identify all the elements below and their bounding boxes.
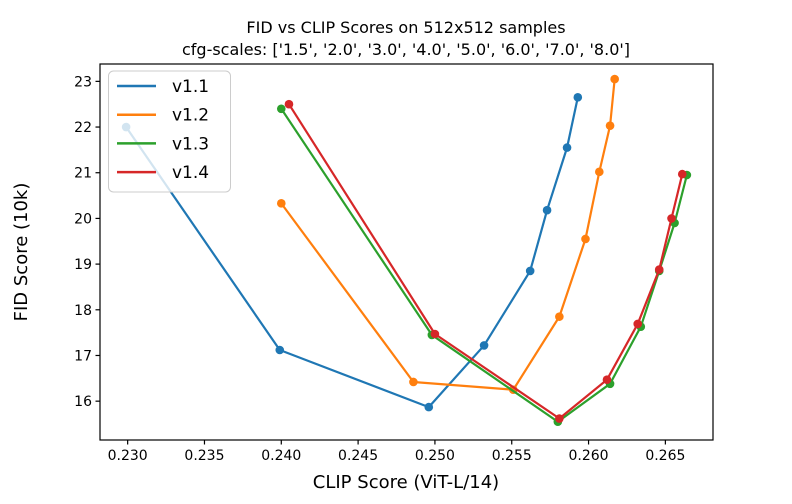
legend-label-v1.3: v1.3 <box>172 134 209 154</box>
series-v1.1 <box>121 93 583 412</box>
chart-title: FID vs CLIP Scores on 512x512 samples <box>246 18 565 37</box>
data-point-v1.2 <box>610 74 619 84</box>
data-point-v1.2 <box>409 377 418 387</box>
data-point-v1.4 <box>602 375 612 384</box>
series-v1.2 <box>276 74 619 395</box>
y-tick-label: 22 <box>74 120 92 136</box>
x-tick-label: 0.250 <box>415 448 455 464</box>
series-line-v1.3 <box>280 108 688 423</box>
data-point-v1.4 <box>555 414 564 423</box>
data-point-v1.1 <box>562 143 572 152</box>
x-tick-label: 0.235 <box>184 448 224 464</box>
y-tick-label: 19 <box>74 257 92 273</box>
data-point-v1.4 <box>633 319 643 329</box>
legend-label-v1.1: v1.1 <box>172 77 209 97</box>
data-point-v1.1 <box>573 93 583 102</box>
y-axis-label: FID Score (10k) <box>11 183 32 322</box>
legend-label-v1.2: v1.2 <box>172 106 209 126</box>
plot-area: 0.230 0.235 0.240 0.245 0.250 0.255 0.260 0.265… <box>74 63 714 464</box>
legend-frame <box>108 70 231 193</box>
series-line-v1.4 <box>288 103 684 420</box>
y-tick-label: 18 <box>74 303 92 319</box>
chart-subtitle: cfg-scales: ['1.5', '2.0', '3.0', '4.0',… <box>182 40 630 59</box>
data-point-v1.1 <box>542 205 552 215</box>
series-line-v1.1 <box>125 97 579 409</box>
data-point-v1.4 <box>667 214 676 223</box>
y-tick-label: 23 <box>74 74 92 90</box>
data-point-v1.4 <box>430 329 440 339</box>
data-point-v1.3 <box>276 104 286 114</box>
axes-frame <box>99 63 714 441</box>
y-tick-label: 21 <box>74 166 92 182</box>
series-v1.3 <box>276 104 692 427</box>
legend: v1.1 v1.2 v1.3 v1.4 <box>108 70 231 193</box>
x-tick-label: 0.245 <box>338 448 378 464</box>
data-point-v1.4 <box>654 265 664 274</box>
data-point-v1.1 <box>424 402 434 412</box>
data-point-v1.2 <box>595 167 604 177</box>
data-point-v1.1 <box>479 341 489 350</box>
data-point-v1.4 <box>284 99 294 109</box>
data-point-v1.1 <box>275 345 285 355</box>
series-line-v1.2 <box>280 78 616 391</box>
data-point-v1.2 <box>276 199 286 208</box>
data-point-v1.4 <box>677 169 687 179</box>
x-tick-label: 0.265 <box>645 448 685 464</box>
x-axis-label: CLIP Score (ViT-L/14) <box>313 472 499 493</box>
series-v1.4 <box>284 99 687 423</box>
data-point-v1.2 <box>605 121 615 130</box>
x-tick-label: 0.230 <box>108 448 148 464</box>
data-point-v1.2 <box>555 312 564 321</box>
x-tick-label: 0.260 <box>569 448 609 464</box>
x-tick-label: 0.255 <box>492 448 532 464</box>
legend-label-v1.4: v1.4 <box>172 163 209 183</box>
y-tick-label: 20 <box>74 211 92 227</box>
data-point-v1.1 <box>525 266 535 276</box>
y-tick-label: 16 <box>74 394 92 410</box>
x-tick-label: 0.240 <box>261 448 301 464</box>
y-tick-label: 17 <box>74 348 92 364</box>
data-point-v1.2 <box>581 234 590 244</box>
